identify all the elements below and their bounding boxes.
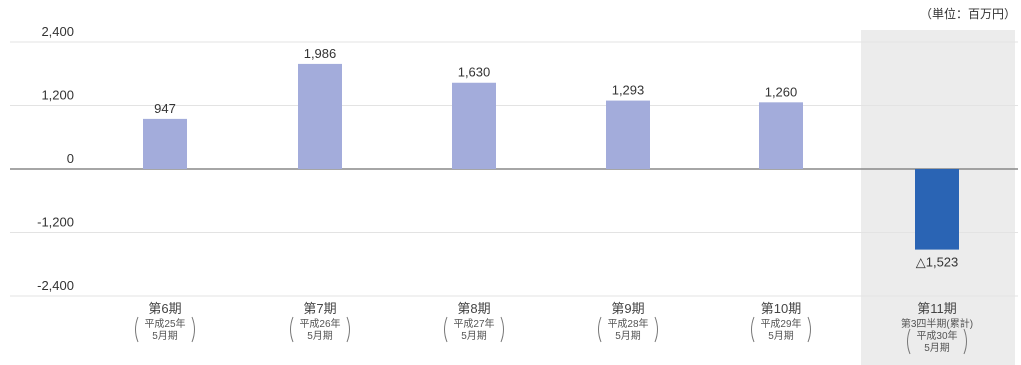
bar [915,169,959,250]
left-paren-icon [290,316,294,343]
right-paren-icon [654,316,658,343]
data-label: △1,523 [916,255,959,270]
y-tick-label: -1,200 [37,215,74,230]
category-sublabel: 平成26年 [299,317,340,330]
category-sublabel: 平成30年 [916,329,957,342]
right-paren-icon [807,316,811,343]
category-label: 第7期 [303,301,336,316]
left-paren-icon [907,328,911,355]
left-paren-icon [135,316,139,343]
left-paren-icon [751,316,755,343]
y-tick-label: 1,200 [41,88,74,103]
category-sublabel: 5月期 [615,330,641,342]
data-label: 947 [154,101,176,116]
category-label: 第10期 [761,301,801,316]
category-label: 第11期 [917,301,957,316]
category-sublabel: 平成28年 [607,317,648,330]
right-paren-icon [346,316,350,343]
y-tick-label: 0 [67,151,74,166]
left-paren-icon [598,316,602,343]
category-sublabel: 第3四半期(累計) [901,317,973,330]
category-label: 第6期 [148,301,181,316]
right-paren-icon [500,316,504,343]
bar [606,100,650,169]
left-paren-icon [444,316,448,343]
category-sublabel: 5月期 [152,330,178,342]
data-label: 1,630 [458,65,491,80]
y-tick-label: -2,400 [37,278,74,293]
category-sublabel: 平成29年 [760,317,801,330]
unit-label: （単位：百万円） [920,6,1016,21]
y-tick-label: 2,400 [41,24,74,39]
bar [452,82,496,169]
category-sublabel: 5月期 [307,330,333,342]
category-sublabel: 5月期 [924,342,950,354]
right-paren-icon [191,316,195,343]
data-label: 1,260 [765,84,798,99]
data-label: 1,986 [304,46,337,61]
category-sublabel: 平成27年 [453,317,494,330]
bar [143,118,187,169]
bar [298,63,342,169]
category-sublabel: 5月期 [768,330,794,342]
right-paren-icon [963,328,967,355]
category-sublabel: 5月期 [461,330,487,342]
category-sublabel: 平成25年 [144,317,185,330]
data-label: 1,293 [612,83,645,98]
bar [759,102,803,169]
category-label: 第9期 [611,301,644,316]
category-label: 第8期 [457,301,490,316]
